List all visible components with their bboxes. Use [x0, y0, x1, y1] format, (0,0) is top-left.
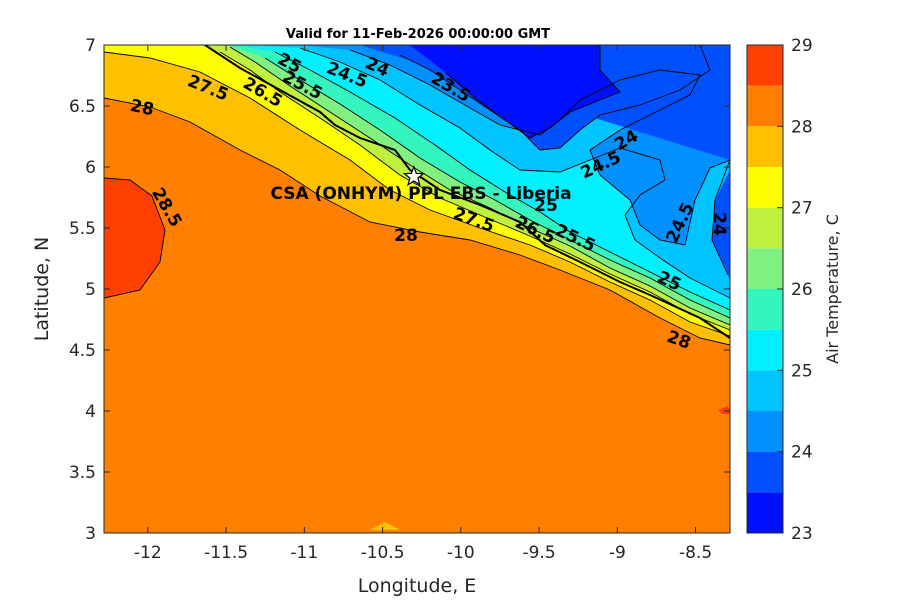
y-tick-label: 4 — [85, 402, 96, 422]
colorbar-swatch — [747, 329, 783, 371]
x-axis-label: Longitude, E — [358, 575, 477, 597]
contour-lines — [104, 45, 730, 346]
y-tick-label: 7 — [85, 36, 96, 56]
colorbar-swatch — [747, 45, 783, 86]
x-tick-label: -9 — [609, 543, 626, 563]
contour-label: 25 — [534, 196, 558, 216]
band-27.5-28-small — [370, 522, 400, 530]
colorbar-swatch — [747, 289, 783, 330]
colorbar-swatch — [747, 370, 783, 411]
colorbar-label: Air Temperature, C — [823, 214, 842, 364]
colorbar-tick-label: 29 — [791, 36, 813, 56]
contour-label: 28 — [128, 96, 155, 120]
x-axis: -12 -11.5 -11 -10.5 -10 -9.5 -9 -8.5 — [134, 45, 712, 563]
colorbar-swatch — [747, 248, 783, 289]
colorbar-swatch — [747, 451, 783, 493]
band-23.5-24 — [360, 45, 730, 280]
colorbar-tick-label: 24 — [791, 443, 813, 463]
contour-field — [104, 45, 730, 533]
colorbar-tick-label: 23 — [791, 524, 813, 544]
y-tick-label: 6.5 — [69, 97, 96, 117]
band-23-23.5 — [410, 45, 620, 138]
colorbar-tick-label: 27 — [791, 199, 813, 219]
plot-title: Valid for 11-Feb-2026 00:00:00 GMT — [286, 27, 550, 42]
colorbar — [747, 45, 783, 533]
y-tick-label: 4.5 — [69, 341, 96, 361]
y-axis: 3 3.5 4 4.5 5 5.5 6 6.5 7 — [69, 36, 730, 544]
colorbar-tick-label: 25 — [791, 361, 813, 381]
y-tick-label: 5 — [85, 280, 96, 300]
x-tick-label: -11 — [290, 543, 318, 563]
colorbar-swatch — [747, 167, 783, 208]
colorbar-swatch — [747, 492, 783, 533]
x-tick-label: -12 — [134, 543, 162, 563]
y-tick-label: 5.5 — [69, 219, 96, 239]
y-tick-label: 3.5 — [69, 463, 96, 483]
site-label: CSA (ONHYM) PPL EBS - Liberia — [270, 184, 571, 204]
contour-label: 24 — [709, 212, 729, 236]
colorbar-tick-label: 26 — [791, 280, 813, 300]
x-tick-label: -8.5 — [679, 543, 712, 563]
contour-label: 28 — [394, 226, 418, 246]
y-axis-label: Latitude, N — [31, 237, 53, 342]
band-28.5-29-small — [718, 406, 730, 414]
colorbar-swatch — [747, 411, 783, 452]
colorbar-tick-label: 28 — [791, 117, 813, 137]
x-tick-label: -10 — [447, 543, 475, 563]
y-tick-label: 6 — [85, 158, 96, 178]
x-tick-label: -9.5 — [522, 543, 555, 563]
colorbar-swatch — [747, 207, 783, 249]
site-star-icon — [402, 165, 426, 187]
colorbar-swatch — [747, 85, 783, 127]
band-28.5-29 — [104, 178, 165, 298]
x-tick-label: -10.5 — [361, 543, 405, 563]
coastline — [204, 45, 730, 339]
colorbar-swatch — [747, 126, 783, 167]
colorbar-ticks: 23 24 25 26 27 28 29 — [777, 36, 813, 544]
x-tick-label: -11.5 — [204, 543, 248, 563]
y-tick-label: 3 — [85, 524, 96, 544]
